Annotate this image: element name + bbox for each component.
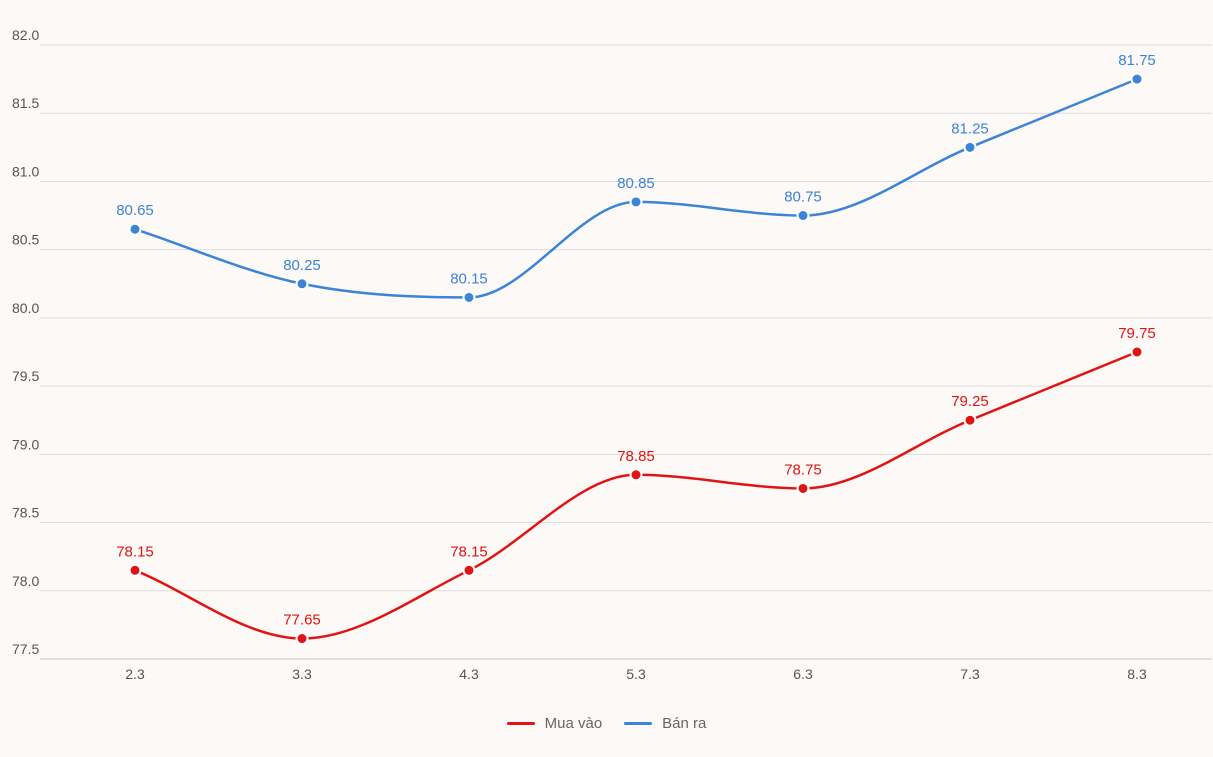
y-tick-label: 80.0	[12, 300, 39, 316]
x-tick-label: 4.3	[459, 666, 479, 682]
legend-swatch-sell	[624, 722, 653, 725]
legend-label-buy: Mua vào	[544, 715, 603, 732]
x-tick-label: 8.3	[1127, 666, 1147, 682]
y-tick-label: 79.0	[12, 436, 39, 452]
data-point-buy[interactable]	[796, 481, 810, 495]
y-tick-label: 82.0	[12, 27, 39, 43]
x-tick-label: 2.3	[125, 666, 145, 682]
data-point-buy[interactable]	[128, 563, 142, 577]
x-axis: 2.3 3.3 4.3 5.3 6.3 7.3 8.3	[125, 666, 1147, 682]
y-tick-label: 78.5	[12, 505, 39, 521]
y-tick-label: 80.5	[12, 232, 39, 248]
data-label-buy: 78.15	[116, 543, 154, 560]
x-tick-label: 3.3	[292, 666, 312, 682]
data-point-buy[interactable]	[462, 563, 476, 577]
gridlines	[40, 44, 1212, 660]
data-point-sell[interactable]	[128, 222, 142, 236]
legend-item-buy[interactable]: Mua vào	[506, 715, 603, 732]
data-label-buy: 79.75	[1118, 325, 1156, 342]
data-point-buy[interactable]	[1130, 345, 1144, 359]
y-axis: 77.5 78.0 78.5 79.0 79.5 80.0 80.5 81.0 81.5 82.0	[12, 27, 39, 657]
data-point-sell[interactable]	[963, 140, 977, 154]
data-label-sell: 80.15	[450, 270, 488, 287]
data-point-sell[interactable]	[796, 209, 810, 223]
data-point-sell[interactable]	[295, 277, 309, 291]
data-label-sell: 81.75	[1118, 52, 1156, 69]
data-label-buy: 78.15	[450, 543, 488, 560]
series-points	[128, 72, 1144, 646]
y-tick-label: 79.5	[12, 368, 39, 384]
data-label-sell: 80.75	[784, 189, 822, 206]
data-point-sell[interactable]	[629, 195, 643, 209]
data-label-sell: 80.65	[116, 202, 154, 219]
data-point-buy[interactable]	[295, 632, 309, 646]
y-tick-label: 78.0	[12, 573, 39, 589]
data-label-buy: 77.65	[283, 612, 321, 629]
data-label-buy: 78.85	[617, 448, 655, 465]
data-label-sell: 81.25	[951, 120, 989, 137]
legend-swatch-buy	[506, 722, 535, 725]
x-tick-label: 7.3	[960, 666, 980, 682]
legend-item-sell[interactable]: Bán ra	[624, 715, 706, 732]
y-tick-label: 81.0	[12, 163, 39, 179]
legend-label-sell: Bán ra	[662, 715, 707, 732]
data-point-sell[interactable]	[462, 290, 476, 304]
y-tick-label: 77.5	[12, 641, 39, 657]
data-point-sell[interactable]	[1130, 72, 1144, 86]
data-label-sell: 80.85	[617, 175, 655, 192]
x-tick-label: 6.3	[793, 666, 813, 682]
data-point-buy[interactable]	[963, 413, 977, 427]
data-label-sell: 80.25	[283, 257, 321, 274]
series-lines	[134, 77, 1138, 640]
data-labels: 78.15 77.65 78.15 78.85 78.75 79.25 79.75 80.65…	[116, 52, 1156, 628]
x-tick-label: 5.3	[626, 666, 646, 682]
y-tick-label: 81.5	[12, 95, 39, 111]
data-label-buy: 79.25	[951, 393, 989, 410]
line-chart: 77.5 78.0 78.5 79.0 79.5 80.0 80.5 81.0 81.5 82.0…	[12, 27, 1212, 682]
data-point-buy[interactable]	[629, 468, 643, 482]
data-label-buy: 78.75	[784, 461, 822, 478]
legend: Mua vào Bán ra	[0, 715, 1213, 732]
